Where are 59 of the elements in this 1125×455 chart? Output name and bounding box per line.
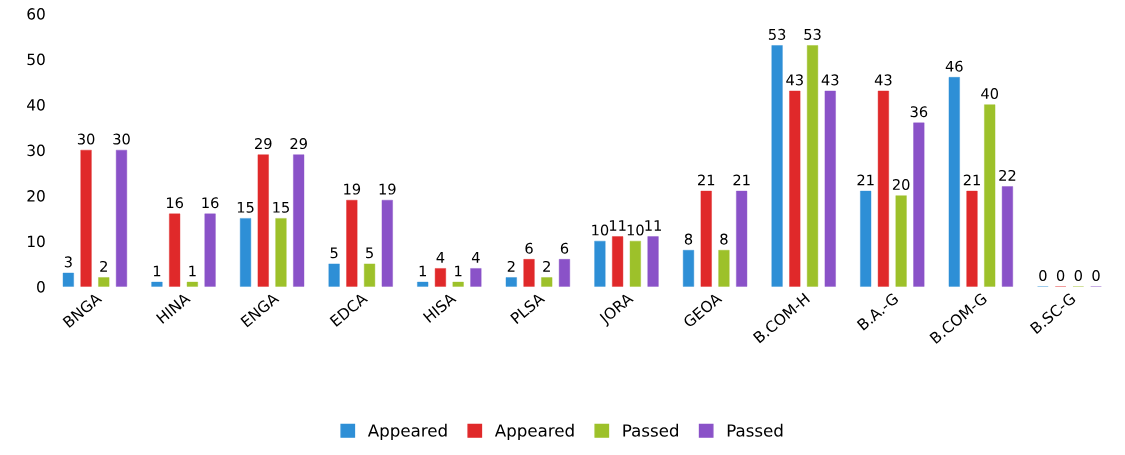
data-label: 21 bbox=[857, 174, 874, 186]
data-label: 29 bbox=[290, 138, 307, 150]
data-label: 11 bbox=[609, 220, 626, 231]
data-label: 43 bbox=[786, 74, 803, 86]
data-label: 46 bbox=[945, 60, 963, 72]
data-label: 6 bbox=[525, 242, 533, 254]
data-label: 21 bbox=[963, 174, 980, 186]
y-tick-label: 10 bbox=[28, 235, 45, 248]
data-label: 53 bbox=[804, 28, 821, 40]
data-label: 40 bbox=[981, 88, 999, 100]
data-label: 2 bbox=[543, 260, 550, 272]
data-label: 0 bbox=[1074, 270, 1082, 282]
legend-label: Passed bbox=[727, 423, 783, 437]
data-label: 3 bbox=[64, 256, 72, 268]
data-label: 4 bbox=[471, 252, 480, 263]
legend-label: Appeared bbox=[494, 423, 574, 440]
y-tick-label: 40 bbox=[27, 99, 45, 111]
data-label: 19 bbox=[379, 183, 396, 195]
data-label: 4 bbox=[436, 252, 445, 263]
data-label: 0 bbox=[1092, 270, 1100, 282]
data-label: 20 bbox=[892, 179, 910, 191]
data-label: 1 bbox=[419, 265, 427, 277]
data-label: 1 bbox=[189, 265, 196, 277]
data-label: 10 bbox=[627, 224, 644, 236]
data-label: 8 bbox=[684, 233, 693, 245]
y-tick-label: 20 bbox=[27, 190, 45, 202]
y-tick-label: 30 bbox=[27, 144, 45, 157]
data-label: 2 bbox=[100, 260, 107, 272]
data-label: 2 bbox=[507, 260, 515, 272]
data-label: 43 bbox=[874, 74, 892, 86]
data-label: 30 bbox=[113, 133, 130, 145]
legend-label: Passed bbox=[623, 423, 678, 437]
y-tick-label: 60 bbox=[27, 8, 45, 20]
data-label: 16 bbox=[166, 197, 184, 209]
data-label: 22 bbox=[999, 169, 1016, 181]
data-label: 11 bbox=[645, 220, 661, 231]
data-label: 6 bbox=[560, 242, 569, 254]
data-label: 15 bbox=[237, 201, 254, 213]
data-label: 29 bbox=[255, 138, 272, 150]
data-label: 30 bbox=[77, 133, 95, 145]
data-label: 19 bbox=[344, 183, 361, 195]
y-tick-label: 50 bbox=[27, 53, 45, 66]
data-label: 21 bbox=[733, 174, 750, 186]
data-label: 36 bbox=[910, 106, 928, 118]
data-label: 1 bbox=[455, 265, 462, 277]
data-label: 1 bbox=[153, 265, 161, 277]
data-label: 5 bbox=[366, 247, 373, 259]
data-label: 8 bbox=[720, 233, 728, 245]
y-tick-label: 0 bbox=[37, 281, 45, 293]
data-label: 16 bbox=[202, 197, 219, 209]
data-label: 0 bbox=[1056, 270, 1065, 282]
data-label: 15 bbox=[273, 201, 289, 213]
data-label: 43 bbox=[821, 74, 839, 86]
data-label: 5 bbox=[330, 247, 338, 259]
data-label: 53 bbox=[768, 28, 786, 40]
data-label: 10 bbox=[592, 224, 609, 236]
data-label: 0 bbox=[1039, 270, 1047, 282]
legend-label: Appeared bbox=[367, 423, 447, 440]
data-label: 21 bbox=[698, 174, 715, 186]
